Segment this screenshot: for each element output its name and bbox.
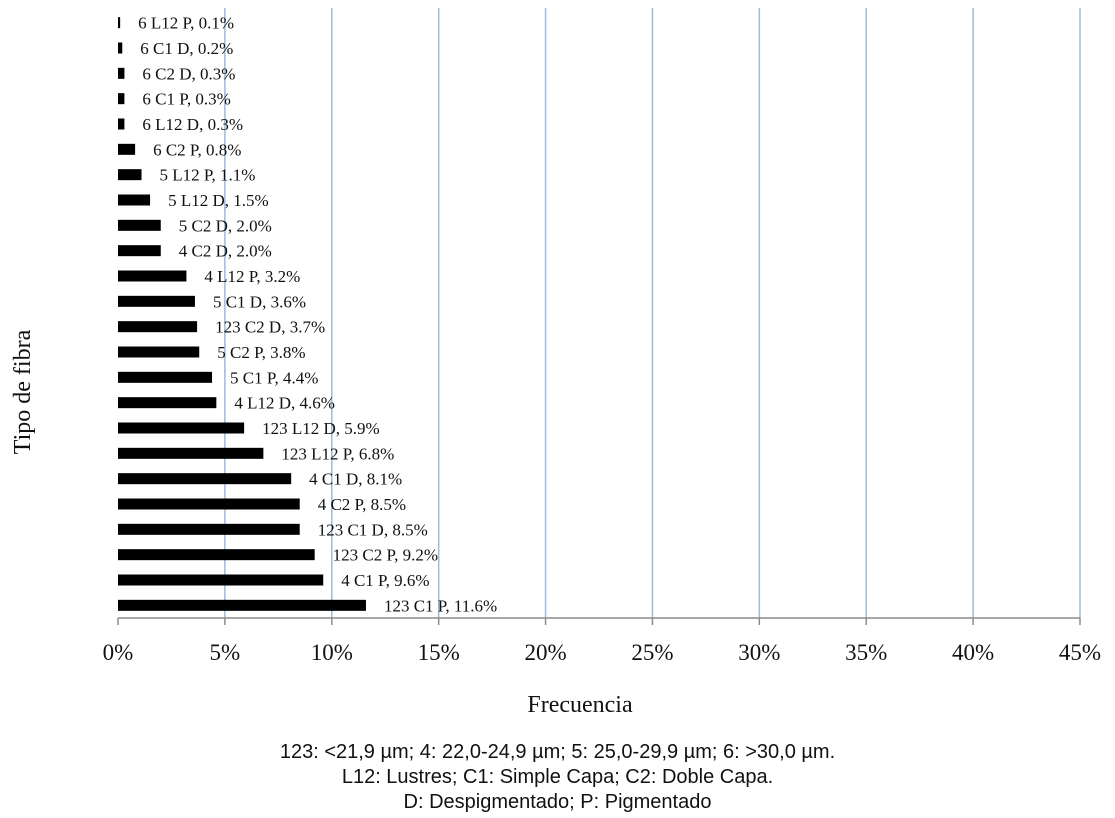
bar-label: 5 C2 D, 2.0%	[179, 216, 272, 235]
x-tick-label: 0%	[103, 640, 134, 665]
x-tick-label: 35%	[845, 640, 887, 665]
bar	[118, 42, 123, 54]
bar	[118, 371, 213, 383]
bar	[118, 346, 200, 358]
bar	[118, 422, 245, 434]
bar-label: 123 L12 D, 5.9%	[262, 419, 380, 438]
bar-label: 5 L12 P, 1.1%	[160, 166, 256, 185]
x-tick-label: 10%	[311, 640, 353, 665]
bar-label: 4 L12 P, 3.2%	[204, 267, 300, 286]
bar	[118, 17, 121, 29]
bar-label: 4 C1 P, 9.6%	[341, 571, 429, 590]
bar-label: 6 C2 D, 0.3%	[142, 64, 235, 83]
caption-line-2: L12: Lustres; C1: Simple Capa; C2: Doble…	[341, 766, 774, 788]
bar-label: 5 L12 D, 1.5%	[168, 191, 269, 210]
bar-label: 123 C2 P, 9.2%	[333, 546, 438, 565]
bar-label: 4 C1 D, 8.1%	[309, 470, 402, 489]
bar	[118, 67, 125, 79]
bar	[118, 118, 125, 130]
x-tick-labels: 0% 5% 10% 15% 20% 25% 30% 35% 40% 45%	[103, 640, 1101, 665]
bar	[118, 473, 292, 485]
x-tick-label: 25%	[631, 640, 673, 665]
bar	[118, 397, 217, 409]
caption-line-3: D: Despigmentado; P: Pigmentado	[403, 791, 712, 813]
bars	[118, 17, 366, 611]
bar-label: 123 L12 P, 6.8%	[281, 444, 394, 463]
bar	[118, 523, 300, 535]
bar	[118, 245, 161, 257]
caption-line-1: 123: <21,9 µm; 4: 22,0-24,9 µm; 5: 25,0-…	[279, 741, 836, 763]
bar	[118, 447, 264, 459]
x-tick-label: 30%	[738, 640, 780, 665]
bar-label: 123 C2 D, 3.7%	[215, 318, 325, 337]
bar-label: 4 C2 D, 2.0%	[179, 242, 272, 261]
x-axis-label: Frecuencia	[527, 692, 633, 718]
bar-label: 6 C1 D, 0.2%	[140, 39, 233, 58]
bar	[118, 143, 136, 155]
x-tick-label: 5%	[210, 640, 241, 665]
bar	[118, 219, 161, 231]
bar-label: 4 C2 P, 8.5%	[318, 495, 406, 514]
bar	[118, 549, 315, 561]
bar	[118, 321, 198, 333]
bar	[118, 270, 187, 282]
gridlines	[224, 8, 1081, 618]
x-tick-label: 20%	[524, 640, 566, 665]
bar	[118, 194, 151, 206]
bar	[118, 295, 195, 307]
bar-label: 5 C1 P, 4.4%	[230, 368, 318, 387]
x-ticks	[117, 618, 1081, 625]
bar-labels: 6 L12 P, 0.1% 6 C1 D, 0.2% 6 C2 D, 0.3% 6 C…	[138, 14, 497, 616]
bar-chart: 6 L12 P, 0.1% 6 C1 D, 0.2% 6 C2 D, 0.3% 6 C…	[10, 8, 1101, 718]
x-tick-label: 40%	[952, 640, 994, 665]
bar	[118, 599, 366, 611]
bar	[118, 93, 125, 105]
bar-label: 6 L12 P, 0.1%	[138, 14, 234, 33]
bar-label: 6 C2 P, 0.8%	[153, 140, 241, 159]
bar-label: 5 C1 D, 3.6%	[213, 292, 306, 311]
bar	[118, 498, 300, 510]
bar	[118, 574, 324, 586]
bar-label: 6 L12 D, 0.3%	[142, 115, 243, 134]
y-axis-label: Tipo de fibra	[10, 329, 36, 454]
bar-label: 4 L12 D, 4.6%	[234, 394, 335, 413]
bar-label: 6 C1 P, 0.3%	[142, 90, 230, 109]
caption: 123: <21,9 µm; 4: 22,0-24,9 µm; 5: 25,0-…	[0, 740, 1115, 815]
x-tick-label: 15%	[418, 640, 460, 665]
bar	[118, 169, 142, 181]
x-tick-label: 45%	[1059, 640, 1101, 665]
bar-label: 123 C1 D, 8.5%	[318, 520, 428, 539]
bar-label: 5 C2 P, 3.8%	[217, 343, 305, 362]
bar-label: 123 C1 P, 11.6%	[384, 596, 497, 615]
